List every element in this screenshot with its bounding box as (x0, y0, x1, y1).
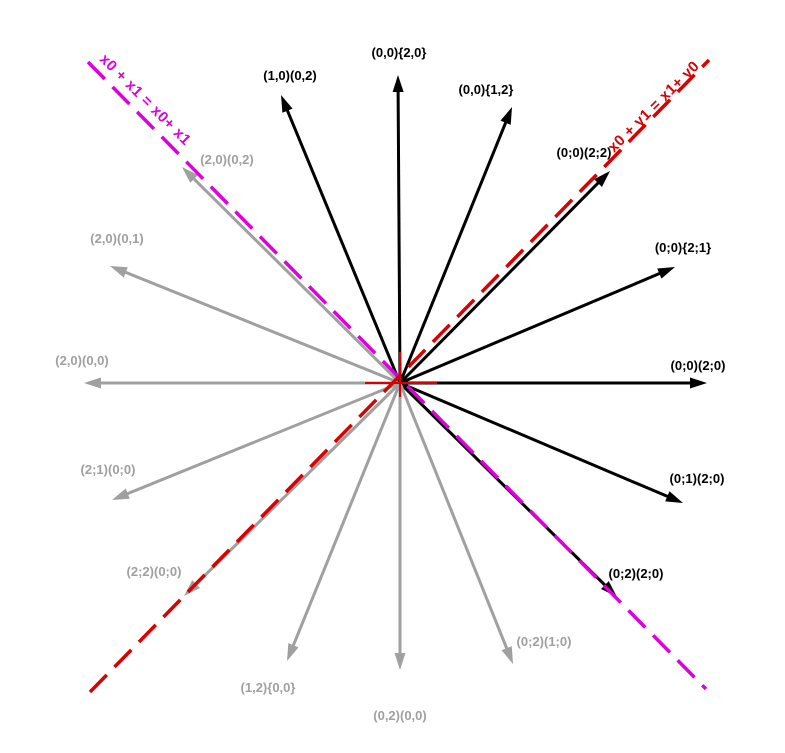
vector-up-right-shallow-shaft (399, 270, 664, 385)
vector-up-head (392, 75, 404, 93)
vector-up-right-shallow: (0;0){2;1} (399, 240, 711, 385)
vector-up-left-steep-label: (1,0)(0,2) (263, 68, 316, 83)
vector-down: (0,2)(0,0) (373, 383, 427, 723)
vector-down-right-45-label: (0;2)(2;0) (609, 566, 664, 581)
vector-down-left-shallow: (2;1)(0;0) (81, 381, 401, 500)
red-equation: x0 + y1 = x1+ y0 (605, 58, 703, 156)
vector-up-right-45-label: (0;0)(2;2) (557, 145, 612, 160)
vector-up-left-45-head (182, 167, 198, 183)
vector-up-left-steep: (1,0)(0,2) (263, 68, 402, 384)
vector-up-shaft (396, 87, 402, 384)
vector-down-left-steep: (1,2){0,0} (241, 382, 402, 695)
magenta-equation: x0 + x1 = x0+ x1 (96, 51, 194, 149)
vector-right-label: (0;0)(2;0) (671, 358, 726, 373)
vector-up-right-45: (0;0)(2;2) (398, 145, 612, 385)
vector-down-label: (0,2)(0,0) (373, 708, 426, 723)
vector-down-right-shallow-shaft (399, 381, 672, 500)
vector-down-right-steep-label: (0;2)(1;0) (517, 634, 572, 649)
vector-up-right-steep: (0,0){1,2} (398, 82, 514, 384)
vector-down-right-steep: (0;2)(1;0) (398, 382, 572, 664)
vector-right-head (690, 377, 707, 389)
vector-down-right-45: (0;2)(2;0) (398, 381, 664, 597)
vector-down-right-shallow-head (665, 491, 683, 503)
vector-up-right-shallow-head (657, 267, 675, 279)
vector-left-head (84, 377, 101, 389)
vector-up-left-shallow: (2,0)(0,1) (90, 231, 401, 385)
vector-down-left-shallow-label: (2;1)(0;0) (81, 462, 136, 477)
vector-up-left-45: (2,0)(0,2) (182, 152, 402, 385)
vector-left-label: (2,0)(0,0) (55, 353, 108, 368)
vector-down-right-shallow-label: (0;1)(2;0) (670, 471, 725, 486)
vector-up-left-shallow-shaft (121, 269, 401, 385)
vector-down-left-steep-head (287, 643, 299, 661)
magenta-diagonal (86, 60, 708, 691)
vector-up-left-shallow-head (110, 266, 128, 278)
vector-up-label: (0,0){2,0} (372, 45, 427, 60)
vector-up-right-steep-head (500, 107, 512, 125)
vector-down-left-shallow-head (112, 488, 130, 500)
vector-up-left-45-label: (2,0)(0,2) (200, 152, 253, 167)
vector-down-left-45-label: (2;2)(0;0) (127, 564, 182, 579)
vector-down-left-steep-label: (1,2){0,0} (241, 680, 296, 695)
vector-up-right-shallow-label: (0;0){2;1} (655, 240, 711, 255)
vector-down-left-shallow-shaft (123, 381, 401, 497)
vector-up-right-45-head (594, 171, 610, 187)
vector-down-left-steep-shaft (290, 382, 402, 650)
vector-down-right-steep-shaft (398, 382, 510, 653)
vector-left: (2,0)(0,0) (55, 353, 400, 389)
vector-up-left-shallow-label: (2,0)(0,1) (90, 231, 143, 246)
vector-up-left-steep-head (281, 95, 293, 113)
vector-down-right-steep-head (501, 646, 513, 664)
vector-up-left-steep-shaft (284, 106, 402, 384)
vector-up-right-steep-shaft (398, 118, 509, 384)
vector-up-left-45-shaft (190, 175, 402, 385)
vector-up-right-45-shaft (398, 179, 602, 385)
origin-marker (365, 352, 437, 397)
vector-down-right-45-shaft (398, 381, 609, 589)
vector-up-right-steep-label: (0,0){1,2} (459, 82, 514, 97)
vector-down-right-shallow: (0;1)(2;0) (399, 381, 725, 503)
vector-up: (0,0){2,0} (372, 45, 427, 384)
vector-right: (0;0)(2;0) (400, 358, 725, 389)
vector-down-head (394, 653, 406, 670)
